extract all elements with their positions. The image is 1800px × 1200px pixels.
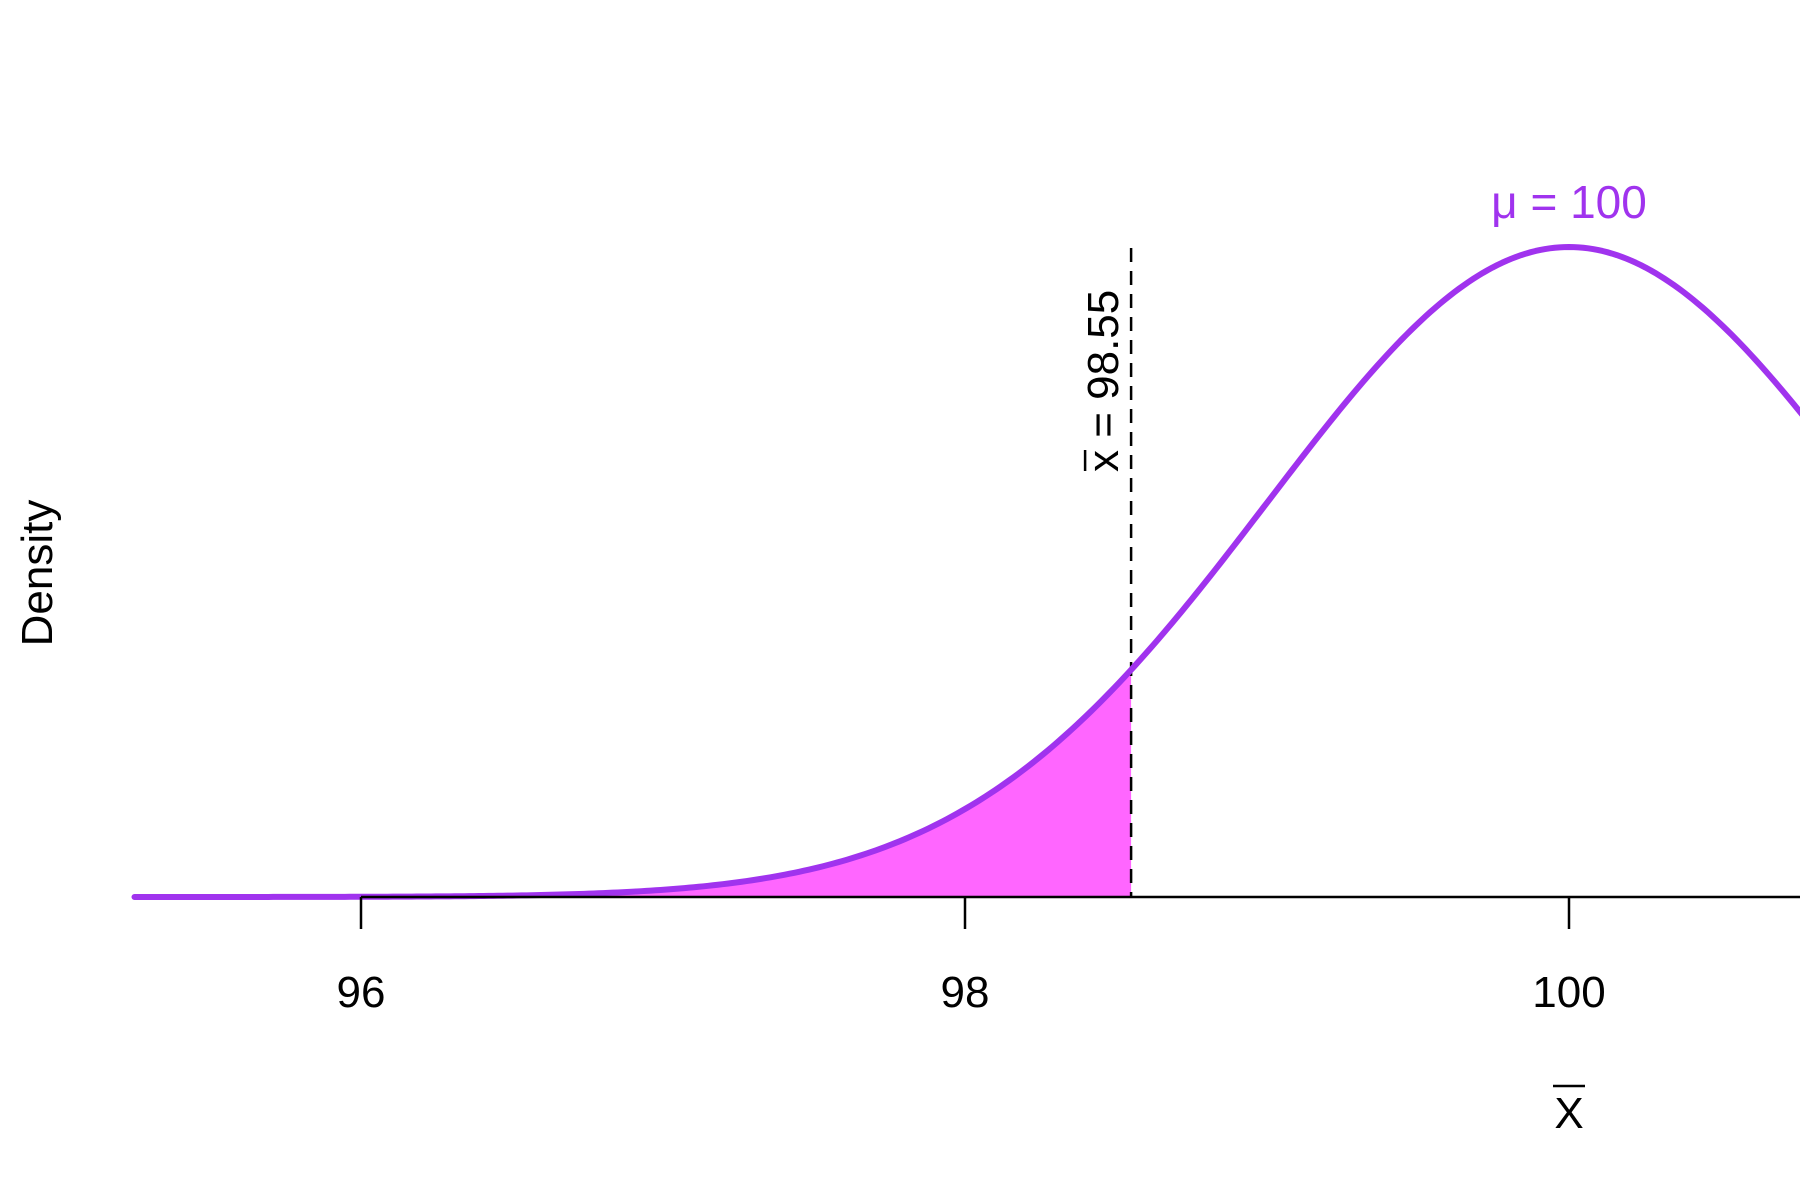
reference-lines bbox=[1129, 248, 1133, 897]
observed-mean-label-text: x = 98.55 bbox=[1079, 290, 1128, 472]
left-tail-area bbox=[134, 669, 1132, 897]
x-tick-label-96: 96 bbox=[337, 968, 386, 1017]
observed-mean-label-value: = 98.55 bbox=[1079, 290, 1128, 450]
density-curve bbox=[131, 244, 1800, 900]
observed-mean-label: x = 98.55 bbox=[1079, 290, 1128, 472]
x-tick-label-100: 100 bbox=[1532, 968, 1605, 1017]
chart-labels: μ = 100 X Density x = 98.55 bbox=[13, 176, 1647, 1138]
x-axis: 9698100102104 bbox=[337, 895, 1800, 1017]
observed-mean-label-symbol: x bbox=[1079, 450, 1128, 472]
shaded-tails bbox=[134, 669, 1132, 897]
y-axis-title: Density bbox=[13, 500, 62, 647]
x-tick-label-98: 98 bbox=[941, 968, 990, 1017]
density-curve-layer bbox=[131, 244, 1800, 900]
mu-label: μ = 100 bbox=[1491, 176, 1647, 228]
x-axis-title: X bbox=[1554, 1089, 1583, 1138]
